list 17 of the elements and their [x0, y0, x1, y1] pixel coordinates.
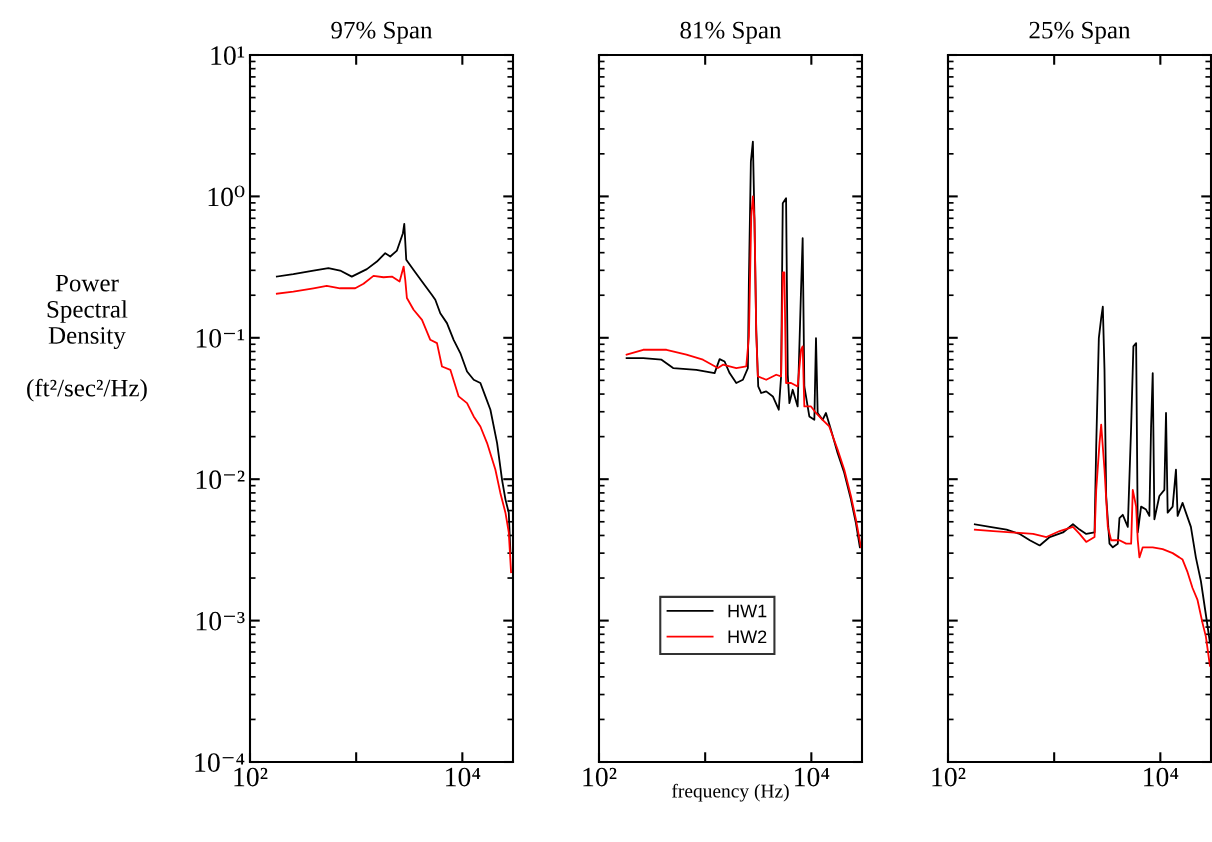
chart-title: 81% Span [680, 21, 782, 44]
legend-label: HW2 [728, 630, 767, 644]
chart-title: 97% Span [331, 21, 433, 44]
x-tick-label: 10⁴ [795, 767, 830, 787]
x-tick-label: 10⁴ [446, 767, 481, 787]
x-axis-title: frequency (Hz) [671, 783, 789, 802]
legend-label: HW1 [728, 604, 767, 618]
y-tick-label: 10⁰ [208, 185, 245, 207]
y-tick-label: 10⁻¹ [196, 328, 245, 348]
x-tick-label: 10² [583, 767, 617, 787]
y-axis-title: Power Spectral Density (ft²/sec²/Hz) [27, 274, 147, 402]
chart-title: 25% Span [1029, 21, 1131, 44]
x-tick-label: 10² [932, 767, 966, 787]
x-tick-label: 10⁴ [1144, 767, 1179, 787]
y-tick-label: 10⁻³ [196, 611, 245, 631]
y-tick-label: 10⁻² [196, 470, 245, 490]
y-tick-label: 10¹ [211, 46, 245, 65]
